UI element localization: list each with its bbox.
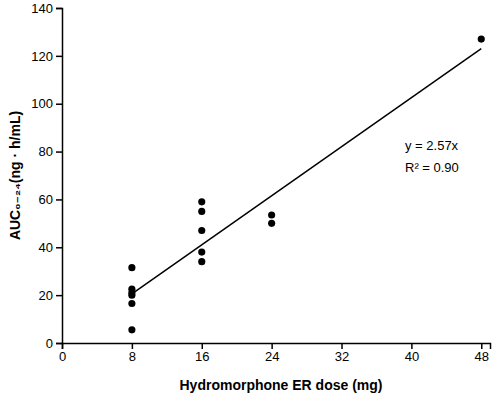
y-tick: 0	[46, 336, 62, 351]
x-axis-title: Hydromorphone ER dose (mg)	[179, 377, 382, 393]
data-point	[128, 300, 135, 307]
data-point	[198, 249, 205, 256]
y-tick-label: 80	[39, 144, 53, 159]
x-tick-label: 16	[195, 349, 209, 364]
y-axis-title: AUC₀₋₂₄(ng · h/mL)	[7, 111, 23, 240]
annotation: y = 2.57x	[405, 138, 459, 153]
x-tick: 16	[195, 343, 209, 364]
y-tick-label: 40	[39, 240, 53, 255]
x-tick: 32	[335, 343, 349, 364]
x-axis-line	[63, 344, 491, 350]
y-tick: 100	[31, 96, 62, 111]
y-tick-mark	[56, 199, 62, 201]
fit-line	[132, 49, 481, 294]
x-tick: 0	[59, 343, 66, 364]
x-tick-label: 40	[405, 349, 419, 364]
plot-area	[128, 36, 485, 334]
y-tick-mark	[56, 343, 62, 345]
y-tick: 20	[39, 288, 62, 303]
x-axis: 0 8 16 24 32 40 48	[59, 343, 491, 364]
y-axis-line	[56, 9, 63, 344]
y-tick-mark	[56, 295, 62, 297]
y-tick-label: 20	[39, 288, 53, 303]
y-axis: 0 20 40 60 80 100 120 140	[31, 1, 62, 351]
data-point	[198, 227, 205, 234]
annotation: R² = 0.90	[405, 160, 459, 175]
x-tick-mark	[271, 343, 273, 349]
y-tick: 140	[31, 1, 62, 16]
data-point	[198, 198, 205, 205]
y-tick: 80	[39, 144, 62, 159]
data-point	[268, 220, 275, 227]
data-point	[128, 326, 135, 333]
data-point	[198, 258, 205, 265]
x-tick: 8	[129, 343, 136, 364]
y-tick-mark	[56, 151, 62, 153]
x-tick-mark	[481, 343, 483, 349]
x-tick-mark	[132, 343, 134, 349]
x-tick-label: 8	[129, 349, 136, 364]
y-tick-label: 0	[46, 336, 53, 351]
y-tick-label: 60	[39, 192, 53, 207]
y-tick-label: 100	[31, 96, 53, 111]
y-tick: 60	[39, 192, 62, 207]
x-tick-label: 32	[335, 349, 349, 364]
x-tick: 40	[405, 343, 419, 364]
x-tick-label: 0	[59, 349, 66, 364]
y-tick-label: 120	[31, 49, 53, 64]
x-tick-mark	[411, 343, 413, 349]
chart: 0 8 16 24 32 40 48 0 20 40 60 80 100 120 140 Hydromorph…	[0, 0, 500, 416]
data-point	[268, 211, 275, 218]
y-tick-mark	[56, 56, 62, 58]
data-point	[198, 208, 205, 215]
y-tick-mark	[56, 103, 62, 105]
data-point	[478, 36, 485, 43]
y-tick-mark	[56, 8, 62, 10]
y-tick: 40	[39, 240, 62, 255]
x-tick: 48	[475, 343, 489, 364]
data-point	[128, 264, 135, 271]
y-tick-label: 140	[31, 1, 53, 16]
y-tick: 120	[31, 49, 62, 64]
x-tick: 24	[265, 343, 279, 364]
y-tick-mark	[56, 247, 62, 249]
x-tick-mark	[202, 343, 204, 349]
x-tick-mark	[341, 343, 343, 349]
x-tick-label: 24	[265, 349, 279, 364]
x-tick-label: 48	[475, 349, 489, 364]
